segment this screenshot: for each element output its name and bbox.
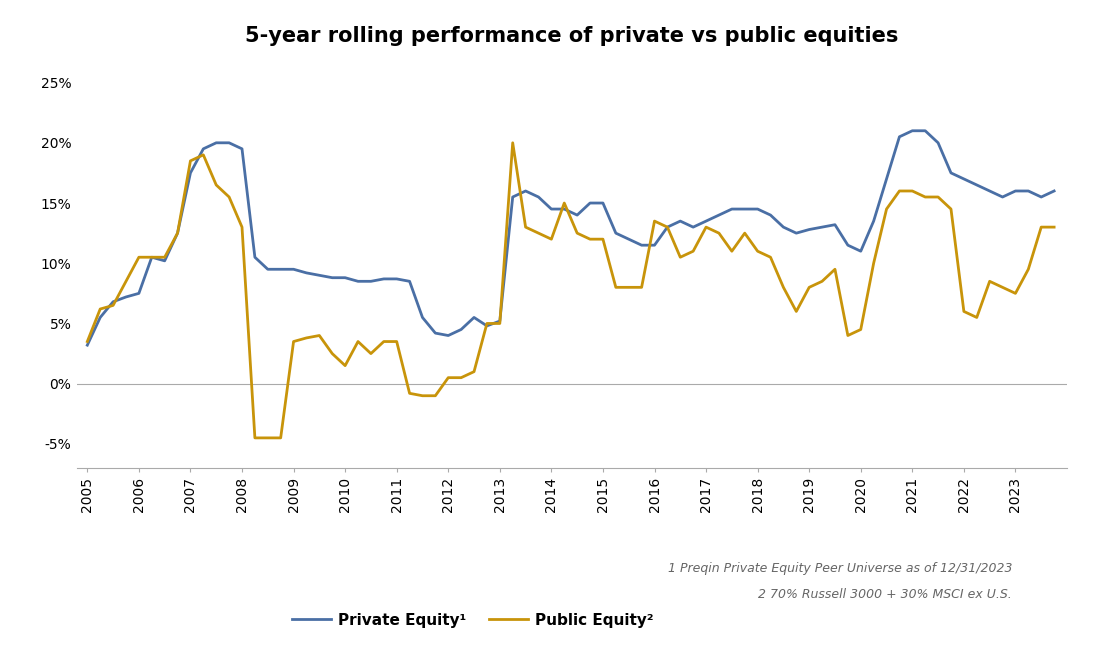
Public Equity²	[1047, 223, 1060, 231]
Public Equity²	[429, 392, 442, 400]
Public Equity²	[609, 283, 623, 291]
Legend: Private Equity¹, Public Equity²: Private Equity¹, Public Equity²	[286, 606, 660, 634]
Private Equity¹	[905, 127, 918, 135]
Public Equity²	[880, 205, 893, 213]
Public Equity²	[751, 247, 764, 255]
Private Equity¹	[80, 341, 94, 349]
Title: 5-year rolling performance of private vs public equities: 5-year rolling performance of private vs…	[245, 26, 899, 46]
Public Equity²	[725, 247, 738, 255]
Private Equity¹	[854, 247, 867, 255]
Private Equity¹	[725, 205, 738, 213]
Private Equity¹	[416, 313, 429, 321]
Public Equity²	[170, 229, 184, 237]
Public Equity²	[506, 139, 519, 147]
Text: 1 Preqin Private Equity Peer Universe as of 12/31/2023: 1 Preqin Private Equity Peer Universe as…	[668, 562, 1012, 575]
Private Equity¹	[700, 217, 713, 225]
Text: 2 70% Russell 3000 + 30% MSCI ex U.S.: 2 70% Russell 3000 + 30% MSCI ex U.S.	[758, 588, 1012, 601]
Private Equity¹	[170, 229, 184, 237]
Line: Public Equity²: Public Equity²	[87, 143, 1054, 438]
Public Equity²	[249, 434, 262, 442]
Public Equity²	[80, 337, 94, 345]
Private Equity¹	[583, 199, 596, 207]
Private Equity¹	[1047, 187, 1060, 195]
Line: Private Equity¹: Private Equity¹	[87, 131, 1054, 345]
